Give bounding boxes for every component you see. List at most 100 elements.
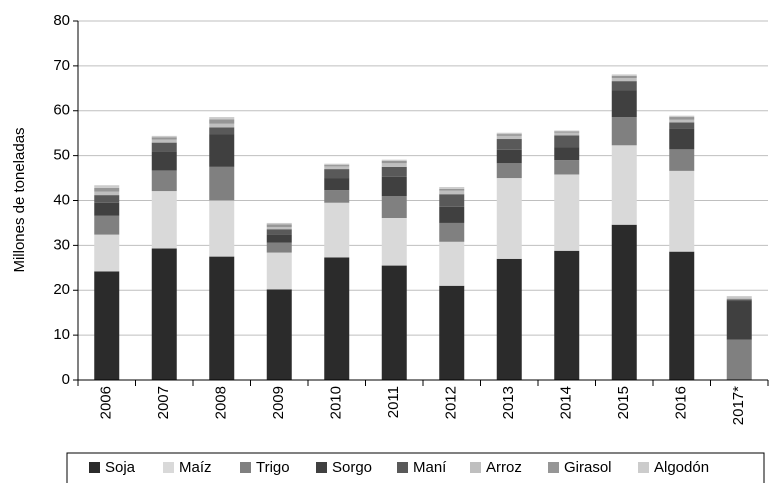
bar-segment [151, 137, 177, 140]
x-tick-label: 2008 [213, 386, 230, 419]
legend-label: Girasol [564, 459, 612, 476]
legend-swatch [89, 462, 100, 473]
bar-segment [381, 163, 407, 167]
bar-segment [151, 151, 177, 171]
bar-segment [381, 161, 407, 164]
bar-segment [554, 131, 580, 133]
legend-label: Sorgo [332, 459, 372, 476]
bar-segment [209, 117, 235, 120]
bar-segment [324, 178, 350, 191]
bar-segment [554, 130, 580, 132]
y-tick-label: 0 [62, 371, 70, 388]
bar-segment [726, 301, 752, 340]
y-tick-label: 80 [53, 12, 70, 29]
bar-segment [496, 163, 522, 179]
x-tick-label: 2007 [155, 386, 172, 419]
bar-segment [381, 265, 407, 380]
bar-segment [439, 285, 465, 380]
legend-label: Trigo [256, 459, 290, 476]
legend-swatch [548, 462, 559, 473]
bar-segment [381, 159, 407, 162]
legend-swatch [316, 462, 327, 473]
bar-segment [324, 190, 350, 203]
y-tick-label: 50 [53, 147, 70, 164]
bar-segment [94, 185, 120, 188]
bar-segment [209, 200, 235, 257]
y-tick-label: 20 [53, 281, 70, 298]
bar-segment [209, 166, 235, 201]
bar-segment [554, 174, 580, 251]
bar-segment [209, 256, 235, 380]
bar-segment [324, 169, 350, 179]
bar-segment [669, 170, 695, 252]
bar-segment [151, 142, 177, 152]
bar-segment [669, 119, 695, 123]
bar-segment [554, 160, 580, 175]
bar-segment [726, 339, 752, 380]
bar-segment [266, 224, 292, 227]
bar-segment [439, 188, 465, 191]
bar-segment [324, 202, 350, 258]
legend-label: Arroz [486, 459, 522, 476]
bar-segment [611, 224, 637, 380]
bar-segment [669, 115, 695, 118]
x-tick-label: 2010 [328, 386, 345, 419]
bar-segment [209, 123, 235, 128]
bar-segment [439, 194, 465, 207]
legend-swatch [397, 462, 408, 473]
bar-segment [611, 90, 637, 118]
bar-segment [94, 187, 120, 192]
bar-segment [554, 147, 580, 161]
bar-segment [439, 222, 465, 242]
bar-segment [496, 135, 522, 140]
bar-segment [496, 258, 522, 380]
bar-segment [381, 176, 407, 197]
bar-segment [94, 215, 120, 235]
legend-swatch [163, 462, 174, 473]
bar-segment [266, 289, 292, 380]
bar-segment [496, 149, 522, 164]
bar-segment [94, 191, 120, 196]
bar-segment [669, 149, 695, 171]
bar-segment [611, 81, 637, 91]
bar-segment [266, 226, 292, 230]
bar-segment [94, 271, 120, 380]
x-tick-label: 2011 [385, 386, 402, 418]
bar-segment [726, 299, 752, 302]
bar-segment [151, 170, 177, 192]
y-tick-label: 40 [53, 191, 70, 208]
legend-label: Algodón [654, 459, 709, 476]
x-tick-label: 2017* [730, 386, 747, 425]
bar-segment [266, 234, 292, 243]
bar-segment [209, 134, 235, 167]
bar-segment [381, 196, 407, 219]
bar-segment [496, 134, 522, 136]
bar-segment [611, 74, 637, 76]
bar-segment [151, 191, 177, 249]
bar-segment [94, 202, 120, 216]
bar-segment [324, 166, 350, 170]
legend-swatch [240, 462, 251, 473]
bar-segment [669, 122, 695, 129]
bar-segment [726, 297, 752, 300]
bar-segment [209, 119, 235, 124]
x-tick-label: 2006 [98, 386, 115, 419]
bar-segment [209, 127, 235, 135]
bar-segment [496, 132, 522, 135]
x-tick-label: 2009 [270, 386, 287, 419]
bar-segment [669, 251, 695, 380]
bar-segment [381, 218, 407, 266]
bar-segment [151, 248, 177, 380]
bar-segment [266, 222, 292, 225]
x-tick-label: 2013 [500, 386, 517, 419]
bar-segment [611, 77, 637, 82]
legend-label: Maní [413, 459, 447, 476]
bar-segment [611, 145, 637, 225]
bar-segment [554, 132, 580, 136]
bar-segment [439, 206, 465, 223]
x-tick-label: 2012 [443, 386, 460, 419]
bar-segment [496, 178, 522, 259]
bar-segment [324, 165, 350, 167]
bar-segment [266, 242, 292, 253]
